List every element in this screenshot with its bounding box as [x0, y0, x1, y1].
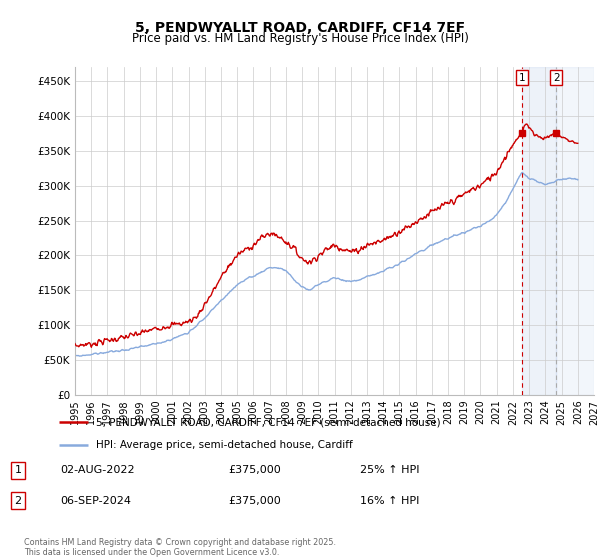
Text: 1: 1: [519, 73, 526, 83]
Text: 1: 1: [14, 465, 22, 475]
Bar: [523, 67, 556, 395]
Text: 2: 2: [553, 73, 560, 83]
Text: 02-AUG-2022: 02-AUG-2022: [60, 465, 134, 475]
Text: Price paid vs. HM Land Registry's House Price Index (HPI): Price paid vs. HM Land Registry's House …: [131, 32, 469, 45]
Text: Contains HM Land Registry data © Crown copyright and database right 2025.
This d: Contains HM Land Registry data © Crown c…: [24, 538, 336, 557]
Text: 16% ↑ HPI: 16% ↑ HPI: [360, 496, 419, 506]
Text: 06-SEP-2024: 06-SEP-2024: [60, 496, 131, 506]
Text: HPI: Average price, semi-detached house, Cardiff: HPI: Average price, semi-detached house,…: [95, 440, 352, 450]
Text: 25% ↑ HPI: 25% ↑ HPI: [360, 465, 419, 475]
Text: £375,000: £375,000: [228, 465, 281, 475]
Text: 2: 2: [14, 496, 22, 506]
Text: 5, PENDWYALLT ROAD, CARDIFF, CF14 7EF: 5, PENDWYALLT ROAD, CARDIFF, CF14 7EF: [135, 21, 465, 35]
Text: £375,000: £375,000: [228, 496, 281, 506]
Text: 5, PENDWYALLT ROAD, CARDIFF, CF14 7EF (semi-detached house): 5, PENDWYALLT ROAD, CARDIFF, CF14 7EF (s…: [95, 417, 440, 427]
Bar: [556, 67, 594, 395]
